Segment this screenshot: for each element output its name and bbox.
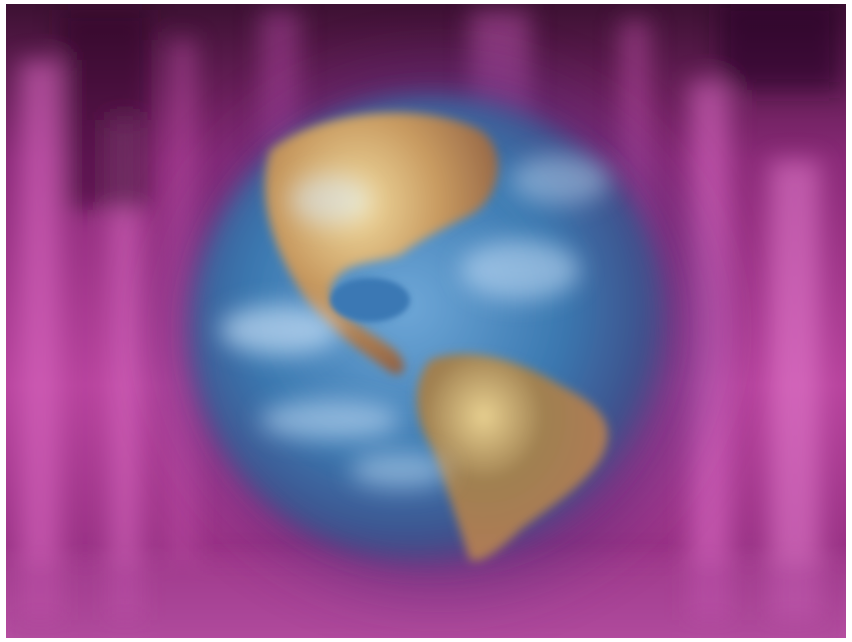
clouds: [220, 155, 610, 488]
gulf: [330, 278, 410, 322]
south-america: [416, 354, 608, 561]
